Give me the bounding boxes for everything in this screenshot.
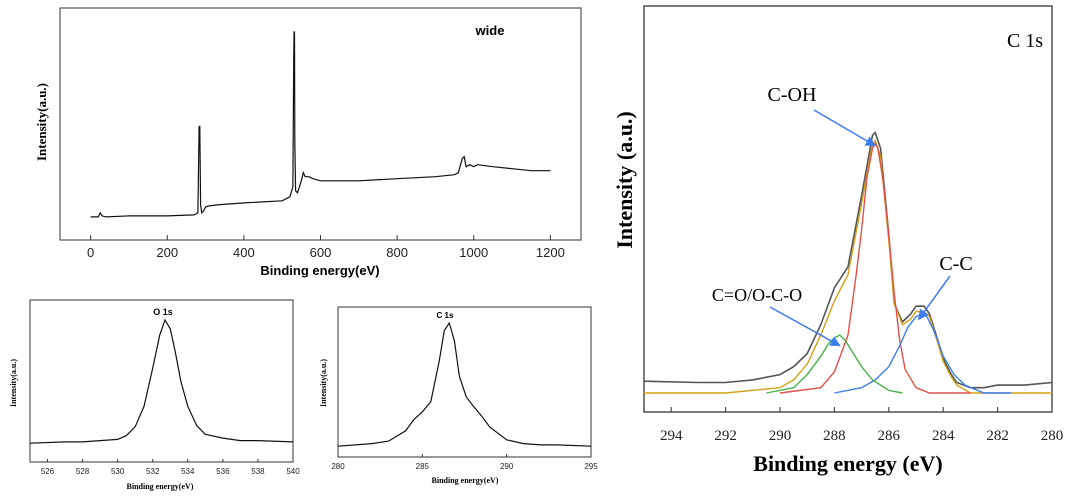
y-axis-label: Intensity(a.u.) bbox=[9, 359, 18, 407]
x-tick-label: 286 bbox=[878, 428, 901, 444]
annotation-arrows bbox=[769, 109, 951, 347]
x-tick-label: 800 bbox=[386, 245, 408, 260]
x-tick-label: 1200 bbox=[536, 245, 565, 260]
x-axis-label: Binding energy (eV) bbox=[753, 451, 942, 476]
chart-c1s-small: 280 285 290 295 C 1s Binding energy(eV) Int… bbox=[319, 306, 598, 485]
x-tick-label: 540 bbox=[286, 467, 300, 476]
x-tick-label: 294 bbox=[660, 428, 683, 444]
series-line bbox=[337, 321, 592, 447]
fit-series-line bbox=[644, 139, 1052, 394]
x-tick-label: 280 bbox=[1041, 428, 1064, 444]
y-axis-label: Intensity(a.u.) bbox=[319, 359, 328, 407]
annotation-c-oh: C-OH bbox=[768, 84, 817, 106]
x-tick-label: 538 bbox=[251, 467, 265, 476]
chart-title: wide bbox=[475, 23, 505, 38]
plot-frame bbox=[29, 299, 294, 463]
x-tick-label: 600 bbox=[310, 245, 332, 260]
series-line bbox=[29, 318, 294, 444]
plot-frame bbox=[59, 7, 582, 241]
chart-c1s-fit: 294 292 290 288 286 284 282 280 C 1s C-OH C=O/O… bbox=[612, 5, 1063, 476]
x-tick-label: 0 bbox=[87, 245, 94, 260]
x-axis-ticks: 526 528 530 532 534 536 538 540 bbox=[41, 459, 300, 476]
x-tick-label: 526 bbox=[41, 467, 55, 476]
x-tick-label: 534 bbox=[181, 467, 195, 476]
annotation-arrow bbox=[769, 306, 841, 347]
x-tick-label: 400 bbox=[233, 245, 255, 260]
x-axis-label: Binding energy(eV) bbox=[432, 476, 499, 485]
chart-title: O 1s bbox=[153, 307, 173, 317]
plot-frame bbox=[643, 5, 1053, 413]
x-tick-label: 292 bbox=[714, 428, 737, 444]
annotation-arrow bbox=[813, 109, 877, 147]
chart-wide: 0 200 400 600 800 1000 1200 wide Binding energ… bbox=[34, 7, 582, 278]
x-axis-label: Binding energy(eV) bbox=[260, 263, 379, 278]
fit-series-line bbox=[834, 313, 1012, 394]
plot-frame bbox=[337, 306, 592, 458]
x-axis-ticks: 280 285 290 295 bbox=[331, 454, 598, 471]
y-axis-label: Intensity (a.u.) bbox=[612, 111, 637, 249]
x-tick-label: 282 bbox=[986, 428, 1009, 444]
x-tick-label: 1000 bbox=[459, 245, 488, 260]
fit-series-line bbox=[766, 334, 903, 394]
series-line bbox=[90, 31, 551, 218]
x-tick-label: 288 bbox=[823, 428, 846, 444]
annotation-arrow bbox=[918, 275, 951, 321]
y-axis-label: Intensity(a.u.) bbox=[34, 83, 49, 161]
x-tick-label: 532 bbox=[146, 467, 160, 476]
x-tick-label: 280 bbox=[331, 462, 345, 471]
annotation-c-o-o-c-o: C=O/O-C-O bbox=[712, 285, 802, 305]
annotation-c-c: C-C bbox=[939, 253, 972, 275]
x-tick-label: 536 bbox=[216, 467, 230, 476]
chart-title: C 1s bbox=[437, 311, 454, 320]
x-tick-label: 290 bbox=[500, 462, 514, 471]
chart-title: C 1s bbox=[1007, 30, 1043, 52]
x-tick-label: 295 bbox=[584, 462, 598, 471]
x-tick-label: 284 bbox=[932, 428, 955, 444]
fit-series bbox=[643, 131, 1053, 394]
x-tick-label: 200 bbox=[156, 245, 178, 260]
x-axis-ticks: 0 200 400 600 800 1000 1200 bbox=[87, 235, 565, 260]
x-axis-ticks: 294 292 290 288 286 284 282 280 bbox=[660, 407, 1063, 444]
chart-o1s: 526 528 530 532 534 536 538 540 O 1s Binding en… bbox=[9, 299, 300, 491]
x-tick-label: 530 bbox=[111, 467, 125, 476]
x-tick-label: 528 bbox=[76, 467, 90, 476]
x-axis-label: Binding energy(eV) bbox=[127, 482, 194, 491]
fit-series-line bbox=[643, 131, 1053, 389]
x-tick-label: 290 bbox=[769, 428, 792, 444]
x-tick-label: 285 bbox=[416, 462, 430, 471]
